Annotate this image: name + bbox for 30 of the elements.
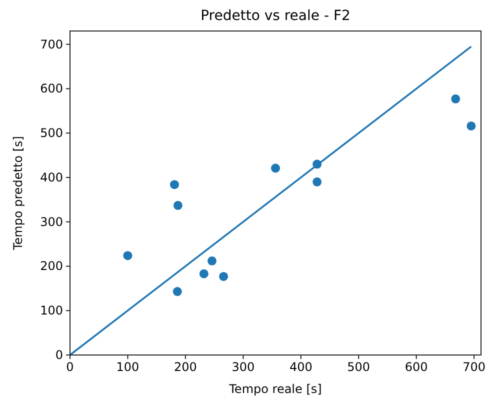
point bbox=[451, 94, 460, 104]
y-tick-label: 300 bbox=[40, 214, 63, 229]
x-tick-label: 200 bbox=[174, 360, 197, 374]
y-tick-label: 200 bbox=[40, 259, 63, 274]
point bbox=[172, 287, 182, 296]
y-tick-label: 0 bbox=[55, 348, 63, 362]
x-axis-title: Tempo reale [s] bbox=[228, 382, 322, 396]
y-tick-label: 400 bbox=[40, 170, 63, 184]
x-tick-label: 700 bbox=[462, 360, 486, 374]
point bbox=[170, 180, 179, 190]
y-tick-label: 600 bbox=[40, 82, 63, 96]
point bbox=[199, 269, 208, 278]
point bbox=[466, 121, 476, 130]
x-tick-label: 100 bbox=[116, 360, 140, 374]
point bbox=[173, 200, 182, 210]
point bbox=[271, 164, 280, 173]
chart-title: Predetto vs reale - F2 bbox=[200, 8, 350, 24]
y-tick-label: 700 bbox=[40, 37, 63, 52]
x-tick-label: 300 bbox=[232, 360, 255, 374]
y-tick-label: 500 bbox=[40, 126, 63, 140]
point bbox=[208, 256, 217, 266]
point bbox=[123, 251, 132, 260]
x-tick-label: 0 bbox=[66, 360, 74, 374]
y-axis-title: Tempo predetto [s] bbox=[11, 136, 25, 251]
x-tick-label: 600 bbox=[404, 360, 428, 374]
y-tick-label: 100 bbox=[40, 304, 63, 318]
x-tick-label: 400 bbox=[289, 360, 312, 374]
x-tick-label: 500 bbox=[347, 360, 370, 374]
point bbox=[312, 177, 322, 186]
point bbox=[219, 272, 228, 281]
